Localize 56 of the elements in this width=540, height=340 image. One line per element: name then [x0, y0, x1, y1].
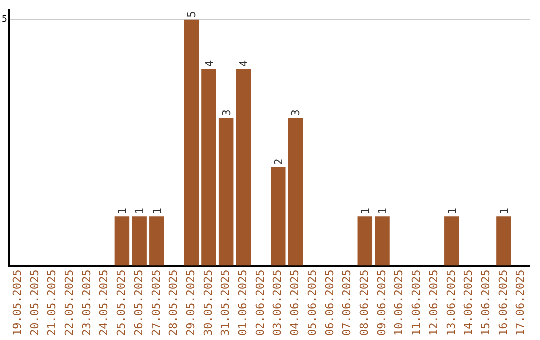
x-tick-label: 26.05.2025	[132, 270, 146, 336]
data-label: 1	[498, 208, 511, 215]
x-tick-label: 16.06.2025	[496, 270, 510, 336]
bar	[218, 118, 234, 266]
bar	[202, 69, 216, 266]
x-tick-label: 04.06.2025	[288, 270, 302, 336]
data-label: 2	[272, 158, 286, 166]
x-tick-label: 31.05.2025	[219, 270, 232, 336]
x-tick-label: 24.05.2025	[98, 270, 111, 336]
x-tick-label: 07.06.2025	[340, 270, 354, 336]
x-tick-label: 15.06.2025	[479, 270, 492, 336]
data-label: 4	[202, 60, 216, 68]
x-tick-label: 25.05.2025	[115, 270, 128, 336]
x-tick-label: 06.06.2025	[323, 270, 336, 336]
x-tick-label: 05.06.2025	[306, 270, 319, 336]
data-label: 1	[134, 208, 147, 215]
x-tick-label: 10.06.2025	[392, 270, 406, 336]
x-tick-label: 03.06.2025	[271, 270, 284, 336]
data-label: 1	[376, 208, 390, 215]
x-tick-label: 19.05.2025	[10, 270, 24, 336]
x-tick-label: 20.05.2025	[28, 270, 42, 336]
x-tick-label: 08.06.2025	[358, 270, 372, 336]
data-label: 1	[150, 208, 164, 215]
x-tick-label: 23.05.2025	[80, 270, 94, 336]
x-tick-label: 09.06.2025	[375, 270, 388, 336]
x-tick-label: 28.05.2025	[167, 270, 180, 336]
bar	[184, 20, 199, 266]
data-label: 1	[446, 208, 459, 215]
bar	[288, 118, 304, 266]
x-tick-label: 02.06.2025	[254, 270, 267, 336]
data-label: 1	[116, 208, 130, 215]
x-tick-label: 30.05.2025	[202, 270, 215, 336]
bar	[358, 216, 373, 266]
data-label: 4	[238, 60, 251, 68]
x-tick-label: 11.06.2025	[410, 270, 424, 336]
bar	[236, 69, 252, 266]
data-label: 3	[220, 110, 234, 116]
x-tick-label: 27.05.2025	[150, 270, 163, 336]
x-tick-label: 22.05.2025	[63, 270, 76, 336]
bar	[150, 216, 164, 266]
bar	[444, 216, 460, 266]
x-tick-label: 14.06.2025	[462, 270, 476, 336]
bar	[271, 167, 286, 266]
bar	[496, 216, 512, 266]
data-label: 1	[359, 208, 372, 215]
x-tick-label: 01.06.2025	[236, 270, 250, 336]
bar	[375, 216, 390, 266]
data-label: 5	[186, 11, 199, 18]
bar	[132, 216, 147, 266]
x-tick-label: 21.05.2025	[46, 270, 59, 336]
x-tick-label: 13.06.2025	[444, 270, 458, 336]
bar	[114, 216, 130, 266]
x-tick-label: 12.06.2025	[427, 270, 440, 336]
x-tick-label: 29.05.2025	[184, 270, 198, 336]
data-label: 3	[290, 110, 303, 116]
x-tick-label: 17.06.2025	[514, 270, 528, 336]
